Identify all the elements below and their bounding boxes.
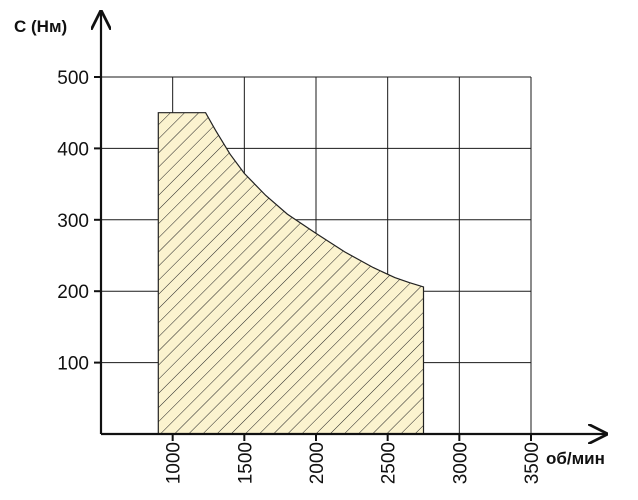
area-series [158,113,423,434]
y-tick-label-200: 200 [57,282,89,303]
x-tick-label-2500: 2500 [379,442,400,484]
x-tick-label-3000: 3000 [450,442,471,484]
y-axis-title: C (Нм) [14,17,67,36]
y-tick-label-400: 400 [57,139,89,160]
x-tick-label-1000: 1000 [164,442,185,484]
y-tick-label-300: 300 [57,211,89,232]
x-tick-label-3500: 3500 [522,442,543,484]
torque-area-0 [158,113,423,434]
x-tick-label-2000: 2000 [307,442,328,484]
x-axis-title: об/мин [546,449,605,468]
y-tick-label-100: 100 [57,354,89,375]
y-tick-label-500: 500 [57,68,89,89]
x-tick-label-1500: 1500 [235,442,256,484]
